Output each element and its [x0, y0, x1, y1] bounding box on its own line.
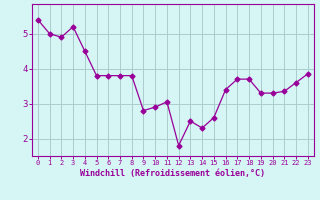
X-axis label: Windchill (Refroidissement éolien,°C): Windchill (Refroidissement éolien,°C): [80, 169, 265, 178]
